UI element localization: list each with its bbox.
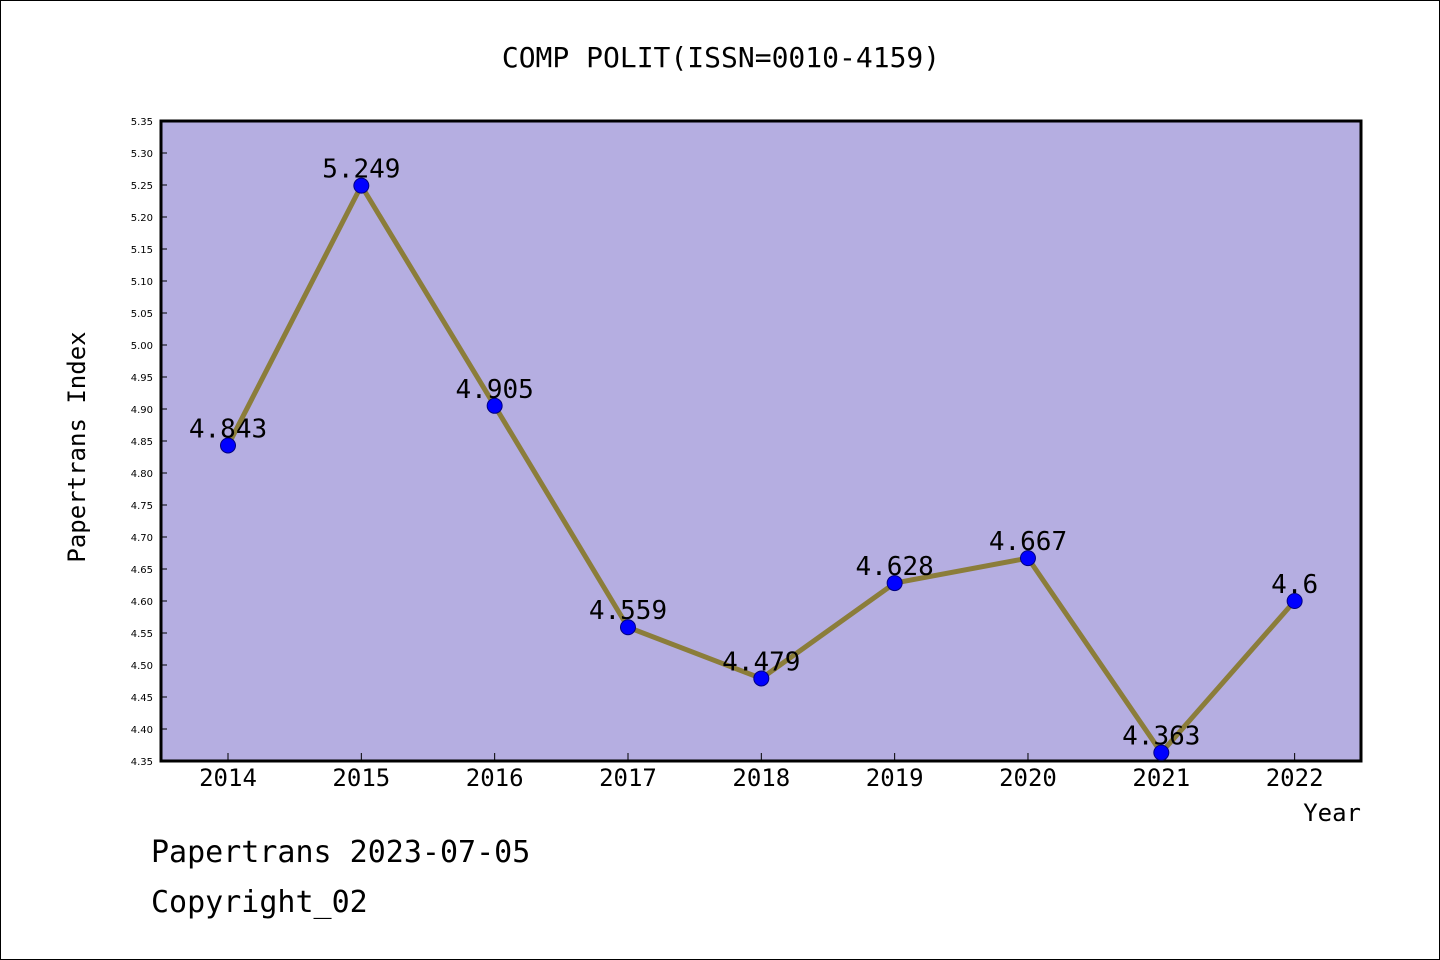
x-tick-label: 2015 xyxy=(332,764,390,792)
data-value-label: 4.628 xyxy=(856,552,934,582)
data-value-label: 4.905 xyxy=(456,375,534,405)
data-point-marker xyxy=(1153,744,1170,761)
footer-date-line: Papertrans 2023-07-05 xyxy=(151,835,531,870)
y-tick-label: 4.35 xyxy=(131,757,153,768)
data-point-marker xyxy=(220,437,236,454)
y-tick-label: 5.10 xyxy=(131,277,153,288)
y-tick-label: 4.40 xyxy=(131,725,153,736)
series-papertrans-index: 4.843 5.249 4.905 4.559 4.479 4.628 4.667 4.363… xyxy=(189,155,1318,761)
data-point-marker xyxy=(486,397,503,414)
x-tick-label: 2017 xyxy=(599,764,657,792)
y-tick-label: 4.90 xyxy=(131,405,153,416)
data-point-marker xyxy=(886,575,903,592)
x-tick-label: 2018 xyxy=(732,764,790,792)
x-tick-label: 2019 xyxy=(866,764,924,792)
y-tick-label: 5.20 xyxy=(131,213,153,224)
y-tick-label: 5.35 xyxy=(131,117,153,128)
x-tick-label: 2016 xyxy=(466,764,524,792)
y-tick-label: 5.15 xyxy=(131,245,153,256)
data-value-label: 5.249 xyxy=(322,155,400,185)
data-point-marker xyxy=(753,670,770,687)
x-axis-label: Year xyxy=(1303,799,1361,827)
y-tick-label: 5.00 xyxy=(131,341,153,352)
data-point-marker xyxy=(1286,593,1303,609)
y-tick-label: 4.95 xyxy=(131,373,153,384)
data-value-label: 4.363 xyxy=(1122,722,1200,752)
y-tick-label: 4.70 xyxy=(131,533,153,544)
data-point-marker xyxy=(353,177,370,194)
y-tick-label: 4.75 xyxy=(131,501,153,512)
y-axis: 4.35 4.40 4.45 4.50 4.55 4.60 4.65 4.70 4.75 4.80… xyxy=(131,117,167,768)
y-tick-label: 4.80 xyxy=(131,469,153,480)
data-point-marker xyxy=(619,619,636,636)
y-tick-label: 4.45 xyxy=(131,693,153,704)
y-tick-label: 4.55 xyxy=(131,629,153,640)
data-value-label: 4.6 xyxy=(1271,570,1318,600)
y-tick-label: 5.05 xyxy=(131,309,153,320)
y-tick-label: 4.50 xyxy=(131,661,153,672)
x-axis: 2014 2015 2016 2017 2018 2019 2020 2021 2022 xyxy=(199,753,1324,792)
data-value-label: 4.667 xyxy=(989,527,1067,557)
x-tick-label: 2014 xyxy=(199,764,257,792)
y-tick-label: 4.65 xyxy=(131,565,153,576)
data-point-marker xyxy=(1019,550,1036,567)
chart-title: COMP POLIT(ISSN=0010-4159) xyxy=(502,41,940,74)
x-tick-label: 2021 xyxy=(1132,764,1190,792)
x-tick-label: 2020 xyxy=(999,764,1057,792)
plot-area xyxy=(159,119,1363,763)
y-tick-label: 5.30 xyxy=(131,149,153,160)
x-tick-label: 2022 xyxy=(1266,764,1324,792)
data-value-label: 4.843 xyxy=(189,414,267,444)
y-axis-label: Papertrans Index xyxy=(63,331,91,562)
y-tick-label: 4.85 xyxy=(131,437,153,448)
data-value-label: 4.479 xyxy=(722,647,800,677)
y-tick-label: 4.60 xyxy=(131,597,153,608)
y-tick-label: 5.25 xyxy=(131,181,153,192)
footer-copyright-line: Copyright_02 xyxy=(151,885,368,920)
data-value-label: 4.559 xyxy=(589,596,667,626)
